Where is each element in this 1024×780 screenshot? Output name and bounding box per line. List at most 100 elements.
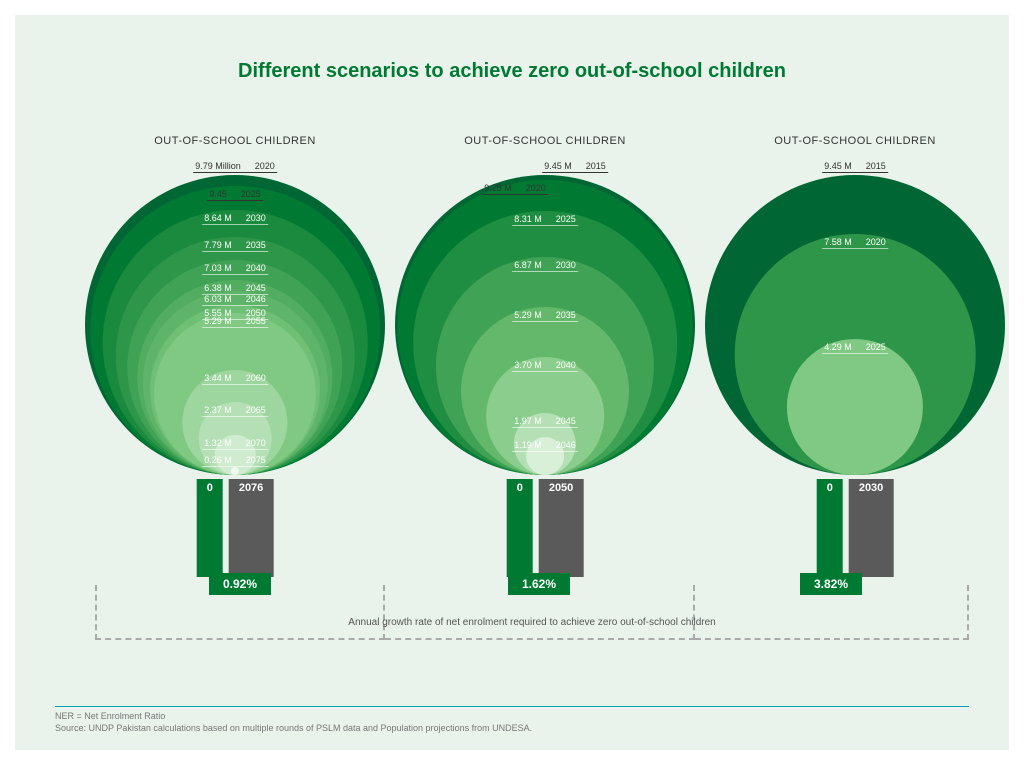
value-text: 9.28 M [484, 183, 512, 193]
data-label-2035: 5.29 M 2035 [512, 310, 578, 322]
year-text: 2020 [526, 183, 546, 193]
value-text: 7.58 M [824, 237, 852, 247]
data-label-2025: 8.31 M 2025 [512, 214, 578, 226]
growth-rate-badge: 3.82% [800, 573, 862, 595]
target-badge: 02076 [197, 479, 274, 577]
data-label-2015: 9.45 M 2015 [822, 161, 888, 173]
footer-source: Source: UNDP Pakistan calculations based… [55, 723, 969, 733]
data-label-2046: 6.03 M 2046 [202, 294, 268, 306]
data-label-2070: 1.32 M 2070 [202, 438, 268, 450]
year-text: 2030 [556, 260, 576, 270]
value-text: 6.38 M [204, 283, 232, 293]
year-text: 2025 [556, 214, 576, 224]
value-text: 7.79 M [204, 240, 232, 250]
growth-box-2: 3.82% [695, 585, 969, 640]
value-text: 5.29 M [204, 316, 232, 326]
year-text: 2025 [866, 342, 886, 352]
scenario-2: OUT-OF-SCHOOL CHILDREN 9.45 M 2015 7.58 M 20… [695, 135, 1015, 555]
value-text: 3.44 M [204, 373, 232, 383]
target-badge: 02050 [507, 479, 584, 577]
data-label-2045: 1.97 M 2045 [512, 416, 578, 428]
value-text: 4.29 M [824, 342, 852, 352]
growth-caption: Annual growth rate of net enrolment requ… [95, 617, 969, 628]
growth-rate-badge: 1.62% [508, 573, 570, 595]
data-label-2030: 8.64 M 2030 [202, 213, 268, 225]
value-text: 3.70 M [514, 360, 542, 370]
year-text: 2040 [246, 263, 266, 273]
value-text: 1.97 M [514, 416, 542, 426]
footer: NER = Net Enrolment Ratio Source: UNDP P… [55, 706, 969, 735]
data-label-2025: 9.45 2025 [207, 189, 263, 201]
footer-ner: NER = Net Enrolment Ratio [55, 711, 969, 721]
value-text: 6.87 M [514, 260, 542, 270]
year-text: 2075 [246, 455, 266, 465]
target-year: 2076 [229, 479, 273, 577]
scenario-label: OUT-OF-SCHOOL CHILDREN [385, 135, 705, 147]
main-title: Different scenarios to achieve zero out-… [15, 60, 1009, 83]
year-text: 2040 [556, 360, 576, 370]
scenario-label: OUT-OF-SCHOOL CHILDREN [695, 135, 1015, 147]
growth-box-0: 0.92% [95, 585, 385, 640]
year-text: 2070 [246, 438, 266, 448]
circle-2025 [787, 339, 923, 475]
scenario-0: OUT-OF-SCHOOL CHILDREN9.79 Million20209.… [75, 135, 395, 555]
year-text: 2046 [246, 294, 266, 304]
value-text: 1.19 M [514, 440, 542, 450]
zero-value: 0 [197, 479, 223, 577]
data-label-2015: 9.45 M 2015 [542, 161, 608, 173]
year-text: 2046 [556, 440, 576, 450]
year-text: 2020 [866, 237, 886, 247]
target-badge: 02030 [817, 479, 894, 577]
value-text: 9.45 [209, 189, 227, 199]
value-text: 0.26 M [204, 455, 232, 465]
nested-circles: 9.45 M20159.28 M20208.31 M20256.87 M2030… [395, 175, 695, 475]
data-label-2035: 7.79 M 2035 [202, 240, 268, 252]
target-year: 2030 [849, 479, 893, 577]
data-label-2025: 4.29 M 2025 [822, 342, 888, 354]
data-label-2030: 6.87 M 2030 [512, 260, 578, 272]
data-label-2075: 0.26 M 2075 [202, 455, 268, 467]
data-label-2020: 9.28 M 2020 [482, 183, 548, 195]
data-label-2020: 9.79 Million 2020 [193, 161, 277, 173]
year-text: 2025 [241, 189, 261, 199]
value-text: 7.03 M [204, 263, 232, 273]
value-text: 8.64 M [204, 213, 232, 223]
year-text: 2015 [866, 161, 886, 171]
data-label-2040: 7.03 M 2040 [202, 263, 268, 275]
value-text: 6.03 M [204, 294, 232, 304]
zero-value: 0 [507, 479, 533, 577]
target-year: 2050 [539, 479, 583, 577]
data-label-2055: 5.29 M 2055 [202, 316, 268, 328]
growth-rate-section: 0.92%1.62%3.82% Annual growth rate of ne… [95, 585, 969, 665]
value-text: 8.31 M [514, 214, 542, 224]
year-text: 2015 [586, 161, 606, 171]
year-text: 2020 [255, 161, 275, 171]
year-text: 2045 [246, 283, 266, 293]
year-text: 2035 [246, 240, 266, 250]
zero-value: 0 [817, 479, 843, 577]
nested-circles: 9.79 Million20209.4520258.64 M20307.79 M… [85, 175, 385, 475]
data-label-2040: 3.70 M 2040 [512, 360, 578, 372]
year-text: 2030 [246, 213, 266, 223]
year-text: 2035 [556, 310, 576, 320]
growth-box-1: 1.62% [385, 585, 695, 640]
data-label-2060: 3.44 M 2060 [202, 373, 268, 385]
year-text: 2065 [246, 405, 266, 415]
infographic-canvas: Different scenarios to achieve zero out-… [15, 15, 1009, 750]
value-text: 9.79 Million [195, 161, 241, 171]
data-label-2046: 1.19 M 2046 [512, 440, 578, 452]
scenario-1: OUT-OF-SCHOOL CHILDREN 9.45 M 2015 9.28 M 20… [385, 135, 705, 555]
growth-rate-badge: 0.92% [209, 573, 271, 595]
scenario-label: OUT-OF-SCHOOL CHILDREN [75, 135, 395, 147]
year-text: 2045 [556, 416, 576, 426]
year-text: 2055 [246, 316, 266, 326]
data-label-2065: 2.37 M 2065 [202, 405, 268, 417]
value-text: 9.45 M [544, 161, 572, 171]
value-text: 5.29 M [514, 310, 542, 320]
year-text: 2060 [246, 373, 266, 383]
value-text: 1.32 M [204, 438, 232, 448]
value-text: 2.37 M [204, 405, 232, 415]
value-text: 9.45 M [824, 161, 852, 171]
nested-circles: 9.45 M20157.58 M20204.29 M2025 [705, 175, 1005, 475]
data-label-2020: 7.58 M 2020 [822, 237, 888, 249]
